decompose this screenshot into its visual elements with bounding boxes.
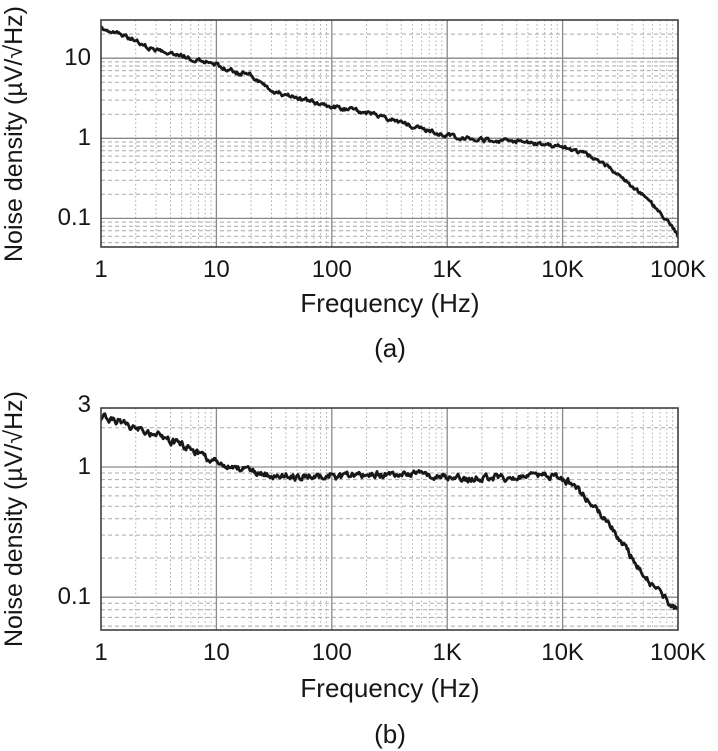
y-tick-label: 1 (77, 453, 91, 481)
y-tick-label: 10 (64, 44, 91, 72)
caption-a: (a) (374, 333, 406, 363)
plot-frame-(a) (100, 19, 679, 248)
y-tick-label: 0.1 (57, 583, 91, 611)
minor-grid-horizontal-(b) (101, 427, 678, 627)
y-tick-label: 3 (77, 390, 91, 418)
x-tick-label: 1K (432, 256, 462, 283)
x-tick-label: 10 (203, 256, 230, 283)
x-tick-label: 100K (649, 639, 707, 666)
caption-b: (b) (374, 719, 406, 749)
x-tick-label: 100 (311, 256, 352, 283)
x-tick-label: 10K (541, 256, 584, 283)
noise-density-trace-(a) (101, 25, 678, 239)
x-tick-label: 10 (203, 639, 230, 666)
y-tick-label: 0.1 (57, 204, 91, 232)
major-grid-vertical-(a) (215, 20, 564, 247)
y-tick-label: 1 (77, 124, 91, 152)
noise-density-trace-(b) (101, 412, 678, 611)
y-axis-label-a: Noise density (µV/√Hz) (0, 6, 28, 262)
x-tick-label: 1 (94, 256, 108, 283)
minor-grid-horizontal-(a) (101, 33, 678, 244)
major-grid-vertical-(b) (215, 408, 564, 630)
x-tick-label: 1 (94, 639, 108, 666)
x-axis-label-a: Frequency (Hz) (300, 288, 480, 318)
x-tick-label: 10K (541, 639, 584, 666)
y-axis-label-b: Noise density (µV/√Hz) (0, 391, 28, 647)
x-axis-label-b: Frequency (Hz) (300, 673, 480, 703)
major-grid-horizontal-(b) (101, 466, 678, 598)
x-tick-label: 100K (649, 256, 707, 283)
x-tick-label: 100 (311, 639, 352, 666)
x-tick-label: 1K (432, 639, 462, 666)
plot-frame-(b) (100, 407, 679, 631)
